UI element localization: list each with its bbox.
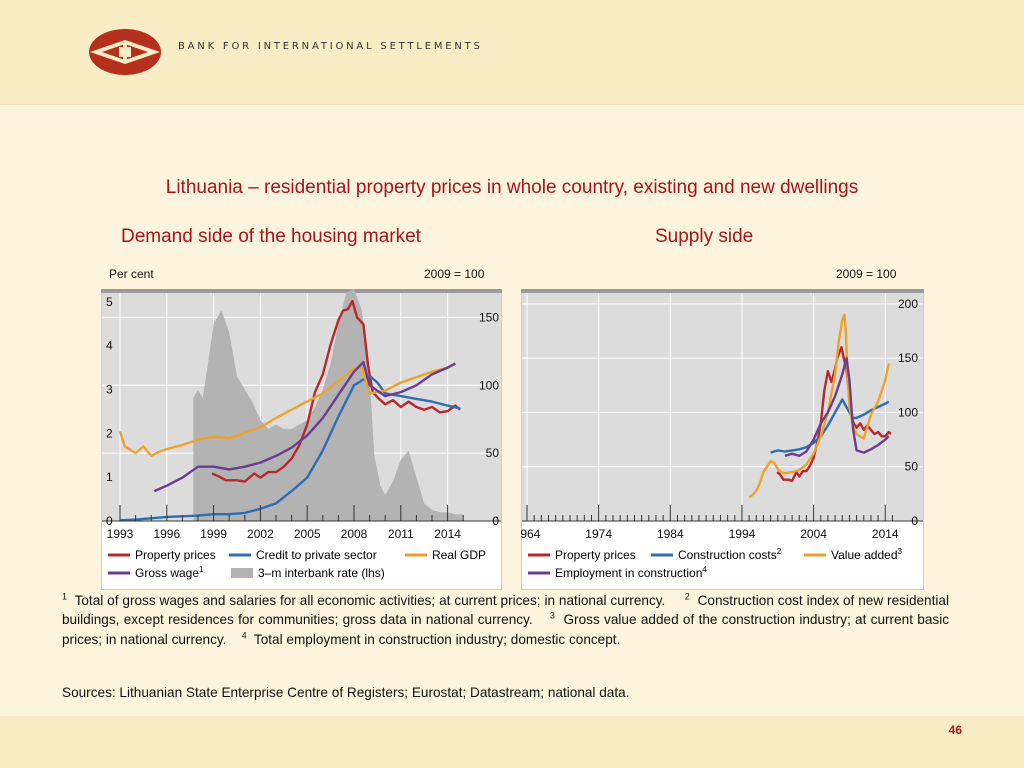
y-tick-label-left: 5 bbox=[106, 295, 113, 309]
x-tick-label: 1993 bbox=[107, 527, 134, 541]
legend-label-property-prices: Property prices bbox=[555, 548, 636, 562]
footnote-text: Construction cost index of new residenti… bbox=[62, 593, 949, 628]
footnote-text: Total employment in construction industr… bbox=[253, 631, 621, 647]
header-band: BANK FOR INTERNATIONAL SETTLEMENTS bbox=[0, 0, 1024, 105]
footer-band bbox=[0, 716, 1024, 768]
footnote-number: 3 bbox=[549, 610, 555, 621]
y-tick-label-right: 0 bbox=[911, 514, 918, 528]
footnote-ref-2: 2 bbox=[777, 547, 782, 556]
gridlines bbox=[522, 293, 923, 521]
y-tick-label-right: 100 bbox=[898, 405, 918, 419]
legend: Property prices Construction costs2 Valu… bbox=[528, 547, 903, 580]
footnote-ref-3: 3 bbox=[898, 547, 903, 556]
x-tick-label: 2004 bbox=[800, 527, 827, 541]
page-title: Lithuania – residential property prices … bbox=[165, 177, 859, 198]
demand-side-chart: 1993 1996 1999 2002 2005 2008 2011 2014 0501001… bbox=[101, 289, 502, 590]
footnote-number: 1 bbox=[62, 591, 68, 602]
x-tick-label: 1994 bbox=[729, 527, 756, 541]
supply-side-chart: 1964 1974 1984 1994 2004 2014 0 50 100 150 200 Pr… bbox=[521, 289, 924, 590]
legend-label-employment: Employment in construction bbox=[555, 566, 702, 580]
right-unit-label: 2009 = 100 bbox=[836, 267, 897, 281]
right-panel-title: Supply side bbox=[655, 226, 754, 247]
series-lines bbox=[748, 313, 892, 499]
y-tick-label-right: 0 bbox=[492, 514, 499, 528]
footnote-ref-1: 1 bbox=[199, 565, 204, 574]
x-tick-label: 2014 bbox=[434, 527, 461, 541]
footnote-text: Total of gross wages and salaries for al… bbox=[74, 593, 666, 608]
legend-label-interbank: 3–m interbank rate (lhs) bbox=[258, 566, 385, 580]
legend-label-credit: Credit to private sector bbox=[256, 548, 377, 562]
svg-text:Employment in construction4: Employment in construction4 bbox=[555, 565, 707, 580]
plot-area bbox=[522, 293, 923, 521]
bis-logo-icon bbox=[89, 29, 161, 75]
legend: Property prices Credit to private sector… bbox=[108, 548, 486, 580]
series-line-real-gdp bbox=[118, 362, 456, 458]
svg-text:Construction costs2: Construction costs2 bbox=[678, 547, 782, 562]
svg-text:Value added3: Value added3 bbox=[831, 547, 903, 562]
y-tick-label-right: 50 bbox=[905, 460, 919, 474]
x-axis: 1964 1974 1984 1994 2004 2014 bbox=[521, 505, 923, 541]
series-lines bbox=[118, 299, 461, 522]
left-unit-label-rhs: 2009 = 100 bbox=[424, 267, 485, 281]
series-line-property-prices bbox=[211, 299, 461, 483]
y-axes: 0 50 100 150 0 1 2 3 4 5 bbox=[106, 295, 499, 528]
x-tick-label: 1999 bbox=[200, 527, 227, 541]
y-tick-label-right: 200 bbox=[898, 297, 918, 311]
footnote-number: 2 bbox=[684, 591, 690, 602]
x-tick-label: 2005 bbox=[294, 527, 321, 541]
x-tick-label: 2002 bbox=[247, 527, 274, 541]
left-unit-label-lhs: Per cent bbox=[109, 267, 154, 281]
x-axis: 1993 1996 1999 2002 2005 2008 2011 2014 bbox=[102, 505, 501, 541]
legend-label-gross-wage: Gross wage bbox=[135, 566, 199, 580]
left-panel-title: Demand side of the housing market bbox=[121, 226, 421, 247]
y-tick-label-left: 1 bbox=[106, 470, 113, 484]
x-tick-label: 2008 bbox=[341, 527, 368, 541]
series-line-value-added bbox=[748, 313, 890, 499]
legend-label-value-added: Value added bbox=[831, 548, 898, 562]
legend-label-property-prices: Property prices bbox=[135, 548, 216, 562]
y-tick-label-right: 100 bbox=[479, 378, 499, 392]
sources: Sources: Lithuanian State Enterprise Cen… bbox=[62, 685, 630, 700]
y-tick-label-left: 4 bbox=[106, 339, 113, 353]
y-tick-label-right: 50 bbox=[486, 446, 500, 460]
legend-label-gdp: Real GDP bbox=[432, 548, 486, 562]
y-tick-label-right: 150 bbox=[479, 310, 499, 324]
legend-label-construction-costs: Construction costs bbox=[678, 548, 777, 562]
x-tick-label: 1984 bbox=[657, 527, 684, 541]
y-tick-label-left: 2 bbox=[106, 426, 113, 440]
series-line-construction-costs bbox=[770, 398, 890, 454]
x-tick-label: 1964 bbox=[521, 527, 541, 541]
series-line-credit-to-private-sector bbox=[119, 374, 461, 522]
x-tick-label: 1996 bbox=[153, 527, 180, 541]
footnote-number: 4 bbox=[241, 630, 247, 641]
series-line-employment-in-construction bbox=[784, 356, 890, 458]
footnote-ref-4: 4 bbox=[702, 565, 707, 574]
svg-text:Gross wage1: Gross wage1 bbox=[135, 565, 204, 580]
y-tick-label-left: 3 bbox=[106, 382, 113, 396]
footnote-text: Gross value added of the construction in… bbox=[62, 612, 950, 647]
y-tick-label-right: 150 bbox=[898, 351, 918, 365]
footnotes: 1 Total of gross wages and salaries for … bbox=[62, 591, 949, 649]
y-tick-label-left: 0 bbox=[106, 514, 113, 528]
x-tick-label: 2014 bbox=[872, 527, 899, 541]
x-tick-label: 2011 bbox=[388, 527, 414, 541]
x-tick-label: 1974 bbox=[585, 527, 612, 541]
organisation-name: BANK FOR INTERNATIONAL SETTLEMENTS bbox=[178, 41, 483, 52]
y-axis: 0 50 100 150 200 bbox=[898, 297, 918, 528]
series-line-gross-wage bbox=[153, 360, 456, 493]
page-number: 46 bbox=[948, 723, 962, 737]
